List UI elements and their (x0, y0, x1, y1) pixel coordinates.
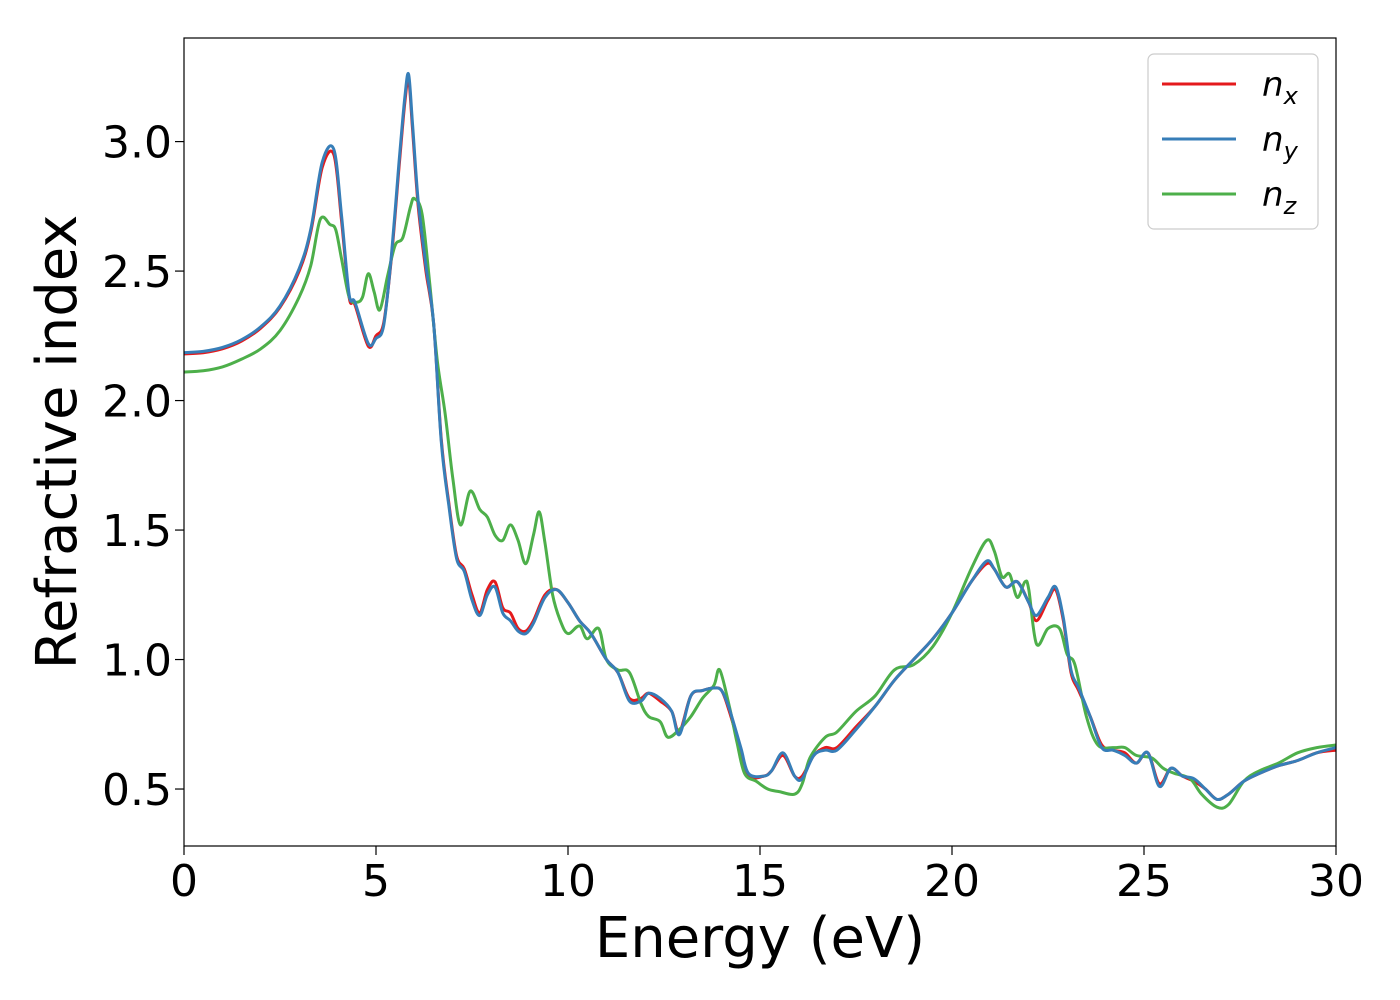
legend-label-base: n (1262, 120, 1284, 160)
y-tick-label: 1.5 (102, 506, 172, 557)
y-tick-label: 3.0 (102, 118, 172, 169)
x-axis: 0 5 10 15 20 25 30 (170, 846, 1364, 907)
x-tick-label: 5 (362, 856, 390, 907)
legend-label-nx: nx (1262, 65, 1299, 110)
x-tick-label: 0 (170, 856, 198, 907)
y-tick-label: 1.0 (102, 636, 172, 687)
series-line-ny (184, 71, 1336, 802)
series-layer (184, 71, 1336, 810)
y-tick-label: 0.5 (102, 765, 172, 816)
legend-box (1147, 53, 1319, 230)
x-tick-label: 10 (540, 856, 596, 907)
legend-label-nz: nz (1262, 175, 1298, 220)
y-tick-label: 2.5 (102, 247, 172, 298)
x-tick-label: 25 (1116, 856, 1172, 907)
x-tick-label: 20 (924, 856, 980, 907)
legend-label-base: n (1262, 65, 1284, 105)
x-tick-label: 30 (1308, 856, 1364, 907)
legend-label-subscript: z (1283, 192, 1298, 220)
legend-label-subscript: y (1283, 137, 1299, 165)
legend-label-subscript: x (1283, 82, 1299, 110)
legend-label-ny: ny (1262, 120, 1299, 165)
legend-label-base: n (1262, 175, 1284, 215)
y-axis-label: Refractive index (25, 215, 90, 670)
y-tick-label: 2.0 (102, 377, 172, 428)
y-axis: 0.5 1.0 1.5 2.0 2.5 3.0 (102, 118, 184, 816)
x-axis-label: Energy (eV) (595, 906, 925, 971)
series-line-nz (184, 196, 1336, 810)
x-tick-label: 15 (732, 856, 788, 907)
